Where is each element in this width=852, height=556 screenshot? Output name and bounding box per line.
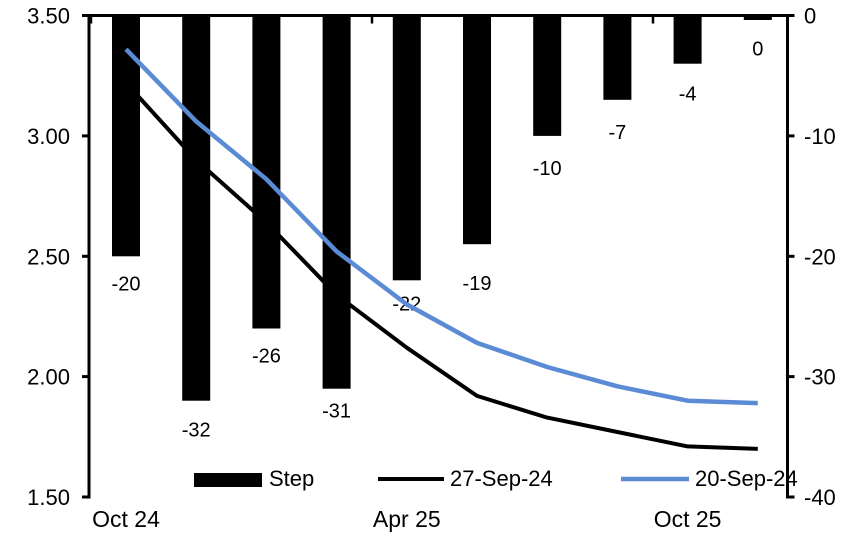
bar-data-label: -4: [679, 84, 697, 106]
x-axis-tick-label: Oct 25: [654, 506, 722, 532]
left-axis-tick-label: 3.50: [27, 4, 70, 29]
left-axis-tick-label: 2.50: [27, 244, 70, 269]
step-bar: [112, 14, 140, 257]
step-bar: [392, 14, 421, 281]
step-bar: [182, 14, 211, 401]
bar-data-label: -26: [252, 346, 281, 368]
bar-data-label: -31: [322, 401, 351, 423]
right-axis-tick-label: -40: [804, 485, 836, 510]
step-bar: [322, 14, 351, 389]
left-axis-tick-label: 2.00: [27, 365, 70, 390]
bar-data-label: -10: [533, 158, 562, 180]
bar-data-label: -32: [182, 420, 211, 442]
right-axis-tick-label: -20: [804, 244, 836, 269]
left-axis-tick-label: 1.50: [27, 485, 70, 510]
step-bar: [673, 14, 702, 64]
step-bar: [603, 14, 632, 100]
right-axis-tick-label: -30: [804, 365, 836, 390]
x-axis-tick-label: Apr 25: [373, 506, 441, 532]
step-bar: [463, 14, 491, 245]
x-axis-tick-label: Oct 24: [92, 506, 160, 532]
legend-step-label: Step: [269, 466, 314, 491]
forward-curve-20sep-line: [124, 47, 758, 406]
right-axis-tick-label: 0: [804, 4, 816, 29]
forward-curve-27sep-line: [124, 81, 758, 451]
step-bar: [533, 14, 562, 136]
bar-data-label: -19: [463, 273, 492, 295]
right-axis-tick-label: -10: [804, 124, 836, 149]
bar-data-label: -7: [609, 122, 627, 144]
bar-data-label: 0: [752, 39, 763, 61]
legend-20sep-label: 20-Sep-24: [695, 466, 798, 491]
left-axis-tick-label: 3.00: [27, 124, 70, 149]
bar-data-label: -20: [112, 273, 141, 295]
legend-step-swatch: [194, 473, 262, 487]
legend-27sep-label: 27-Sep-24: [450, 466, 553, 491]
